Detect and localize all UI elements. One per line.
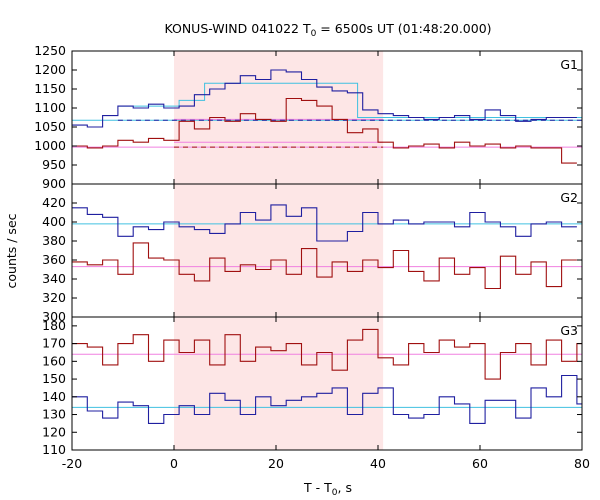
y-tick-label: 130 [42, 407, 66, 422]
chart-title-rest: = 6500s UT (01:48:20.000) [316, 21, 491, 36]
x-tick-label: -20 [62, 456, 82, 471]
panel-frame [71, 316, 583, 451]
y-tick-label: 300 [42, 309, 66, 324]
y-tick-label: 1050 [34, 119, 66, 134]
y-tick-label: 170 [42, 336, 66, 351]
fit-line-cyan-1 [117, 82, 582, 118]
panel-g2: 300 320 340 360 380 400 420 G2 [42, 183, 583, 324]
y-tick-label: 1250 [34, 43, 66, 58]
x-tick-label: 80 [574, 456, 590, 471]
y-tick-label: 110 [42, 442, 66, 457]
chart-title-main: KONUS-WIND 041022 T [164, 21, 310, 36]
x-tick-label: 40 [370, 456, 386, 471]
y-tick-label: 380 [42, 233, 66, 248]
y-axis-label: counts / sec [4, 213, 19, 288]
panel-label-g1: G1 [560, 57, 578, 72]
y-tick-label: 1200 [34, 62, 66, 77]
highlight-region [174, 51, 384, 184]
chart-title: KONUS-WIND 041022 T0 = 6500s UT (01:48:2… [164, 21, 491, 39]
x-tick-label: 20 [268, 456, 284, 471]
series-red-step-line [72, 328, 582, 380]
y-tick-label: 160 [42, 353, 66, 368]
series-blue-step-line [72, 374, 582, 424]
y-tick-label: 1100 [34, 100, 66, 115]
y-tick-label: 180 [42, 318, 66, 333]
y-tick-label: 1000 [34, 138, 66, 153]
y-tick-label: 420 [42, 195, 66, 210]
panel-label-g3: G3 [560, 323, 578, 338]
series-red-step-line [72, 97, 577, 164]
highlight-region [174, 184, 384, 317]
series-red-step-line [72, 242, 577, 290]
y-tick-label: 360 [42, 252, 66, 267]
y-tick-label: 150 [42, 371, 66, 386]
x-axis-label-sub: 0 [332, 488, 338, 498]
y-tick-label: 900 [42, 176, 66, 191]
x-axis-label-rest: , s [338, 480, 352, 495]
x-tick-label: 60 [472, 456, 488, 471]
series-blue-step-line [72, 69, 577, 128]
x-tick-label: 0 [170, 456, 178, 471]
x-axis-label: T - T0, s [303, 480, 352, 498]
y-tick-label: 1150 [34, 81, 66, 96]
y-tick-label: 120 [42, 424, 66, 439]
y-tick-label: 400 [42, 214, 66, 229]
series-blue-step-line [72, 204, 577, 242]
x-axis-label-main: T - T [303, 480, 332, 495]
plot-layer: 900950100010501100115012001250G130032034… [34, 43, 590, 471]
y-tick-label: 320 [42, 290, 66, 305]
highlight-region [174, 317, 384, 450]
panel-g1: 900 950 1000 1050 1100 1150 1200 1250 G1 [34, 43, 583, 191]
panel-g3: 110 120 130 140 150 160 170 180 G3 [42, 316, 583, 457]
y-tick-label: 140 [42, 389, 66, 404]
y-tick-label: 340 [42, 271, 66, 286]
y-tick-label: 950 [42, 157, 66, 172]
panel-label-g2: G2 [560, 190, 578, 205]
chart-title-sub: 0 [311, 29, 317, 39]
